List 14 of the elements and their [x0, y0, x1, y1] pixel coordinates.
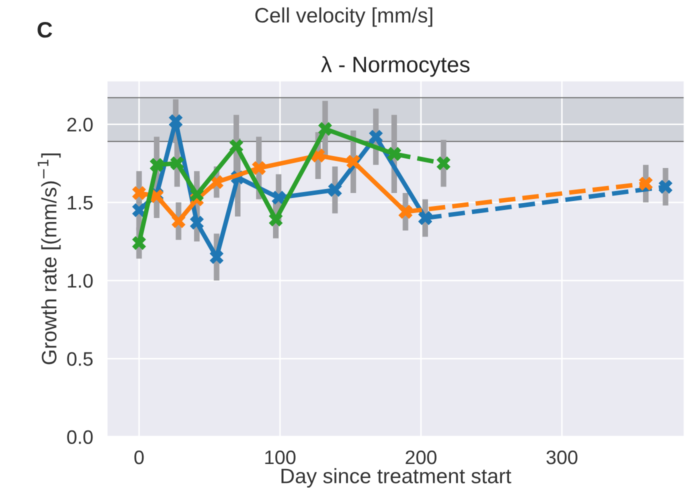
x-tick-label: 300 [546, 450, 578, 464]
y-tick-label: 1.0 [68, 274, 93, 288]
y-tick-label: 1.5 [68, 196, 93, 210]
x-tick-label: 0 [134, 450, 144, 464]
y-axis-title: Growth rate [(mm/s)$^{−1}$] [38, 154, 61, 364]
y-tick-label: 0.0 [67, 430, 93, 444]
y-tick-label: 2.0 [67, 118, 93, 132]
x-axis-title: Day since treatment start [282, 468, 512, 488]
chart-title: λ - Normocytes [321, 56, 470, 77]
y-tick-label: 0.5 [67, 352, 93, 366]
x-tick-label: 200 [406, 450, 436, 464]
text: C [38, 22, 52, 38]
text: Cell velocity [mm/s] [255, 7, 432, 27]
x-tick-label: 100 [265, 450, 296, 464]
